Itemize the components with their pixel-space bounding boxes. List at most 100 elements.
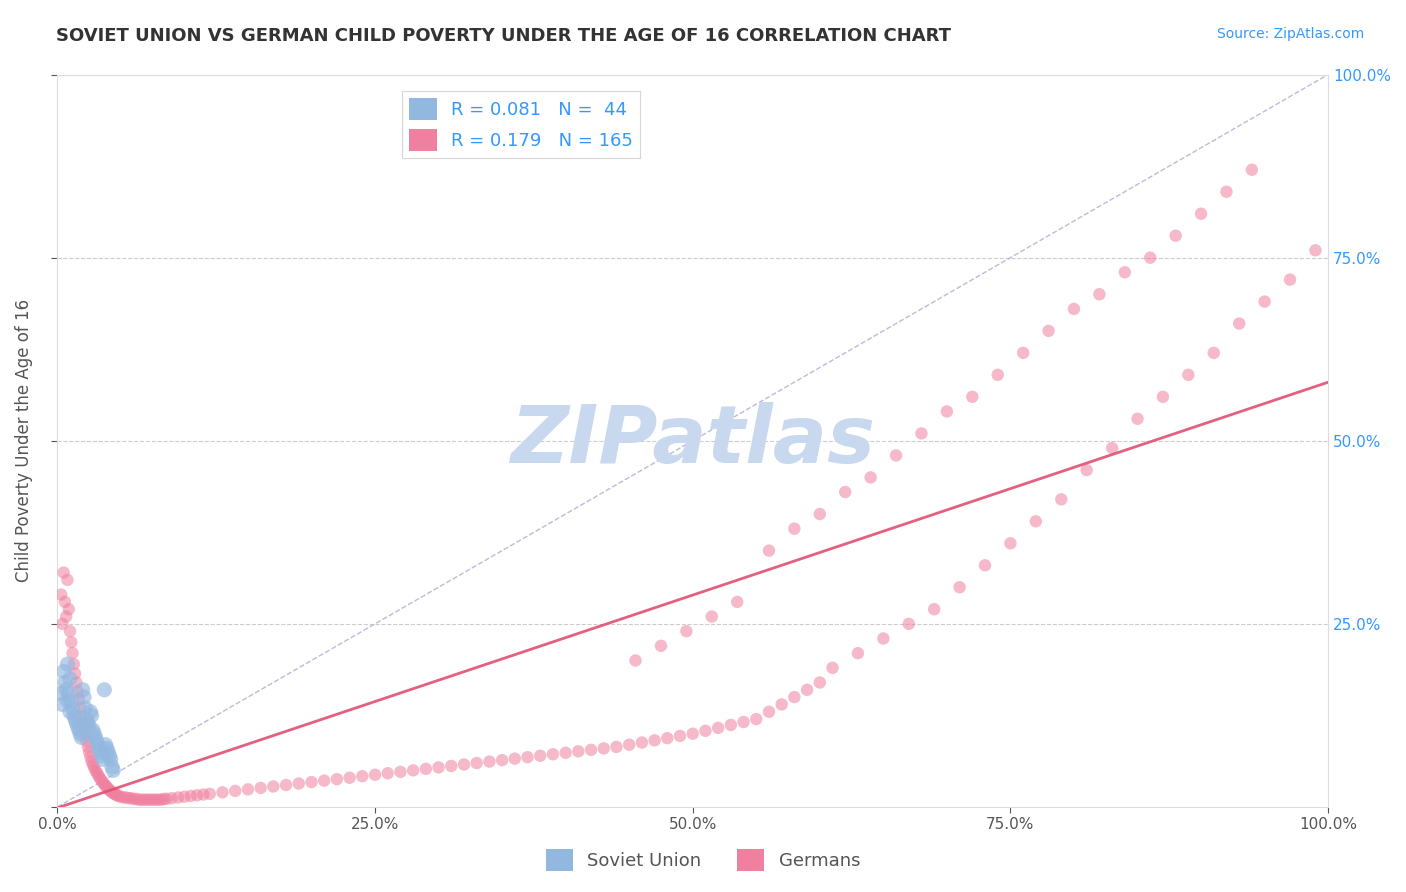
Point (56, 694, 79, 708)
Point (97, 745, 120, 759)
Point (605, 739, 627, 754)
Point (314, 773, 336, 788)
Point (669, 729, 692, 743)
Point (720, 718, 742, 732)
Point (107, 789, 129, 803)
Point (94, 738, 117, 752)
Point (1164, 228, 1187, 243)
Point (101, 785, 124, 799)
Point (1000, 536, 1022, 550)
Point (77, 745, 100, 759)
Point (796, 682, 818, 697)
Point (89, 770, 111, 784)
Point (52, 665, 75, 679)
Point (173, 789, 195, 804)
Point (82, 723, 104, 737)
Point (453, 757, 475, 772)
Point (103, 786, 125, 800)
Point (1139, 251, 1161, 265)
Point (128, 792, 150, 806)
Point (69, 727, 91, 741)
Point (150, 792, 173, 806)
Point (73, 723, 96, 737)
Point (49, 588, 72, 602)
Point (160, 791, 183, 805)
Text: SOVIET UNION VS GERMAN CHILD POVERTY UNDER THE AGE OF 16 CORRELATION CHART: SOVIET UNION VS GERMAN CHILD POVERTY UND… (56, 27, 952, 45)
Point (58, 686, 80, 700)
Point (91, 752, 114, 766)
Point (503, 751, 526, 765)
Point (105, 789, 128, 803)
Point (1025, 514, 1047, 528)
Point (478, 755, 501, 769)
Point (97, 781, 120, 796)
Point (541, 747, 564, 762)
Point (758, 705, 780, 719)
Point (87, 768, 110, 782)
Point (72, 682, 94, 697)
Point (427, 760, 450, 774)
Point (66, 684, 89, 698)
Point (70, 731, 93, 745)
Point (695, 723, 717, 738)
Point (758, 543, 780, 558)
Point (962, 390, 984, 404)
Point (59, 672, 82, 686)
Point (1088, 287, 1111, 301)
Point (554, 746, 576, 760)
Point (725, 595, 748, 609)
Point (77, 719, 100, 733)
Point (120, 791, 142, 805)
Point (62, 701, 84, 715)
Point (274, 778, 297, 792)
Point (783, 522, 806, 536)
Point (59, 624, 82, 639)
Point (821, 661, 844, 675)
Point (58, 602, 80, 616)
Point (83, 760, 105, 774)
Point (364, 768, 387, 782)
Point (103, 787, 125, 801)
Point (897, 616, 920, 631)
Point (301, 775, 323, 789)
Point (63, 666, 86, 681)
Point (193, 788, 215, 802)
Point (103, 764, 125, 778)
Point (180, 789, 202, 803)
Point (87, 738, 110, 752)
Point (84, 764, 107, 778)
Point (650, 639, 672, 653)
Point (808, 675, 831, 690)
Point (491, 753, 513, 767)
Point (1253, 294, 1275, 309)
Point (808, 507, 831, 521)
Point (135, 792, 157, 806)
Point (465, 756, 488, 770)
Point (682, 727, 704, 741)
Point (82, 757, 104, 772)
Point (52, 566, 75, 580)
Point (132, 792, 155, 806)
Point (167, 790, 190, 805)
Point (1177, 368, 1199, 382)
Point (79, 705, 101, 719)
Point (93, 777, 115, 791)
Point (1101, 441, 1123, 455)
Point (745, 712, 768, 726)
Point (51, 616, 73, 631)
Point (1126, 411, 1149, 425)
Point (122, 792, 145, 806)
Point (1114, 265, 1136, 279)
Point (145, 792, 167, 806)
Point (100, 752, 122, 766)
Point (377, 766, 399, 780)
Point (287, 776, 309, 790)
Point (125, 792, 148, 806)
Text: Source: ZipAtlas.com: Source: ZipAtlas.com (1216, 27, 1364, 41)
Point (700, 609, 723, 624)
Point (707, 721, 730, 735)
Point (75, 701, 97, 715)
Point (90, 748, 112, 763)
Point (153, 792, 176, 806)
Point (86, 734, 108, 748)
